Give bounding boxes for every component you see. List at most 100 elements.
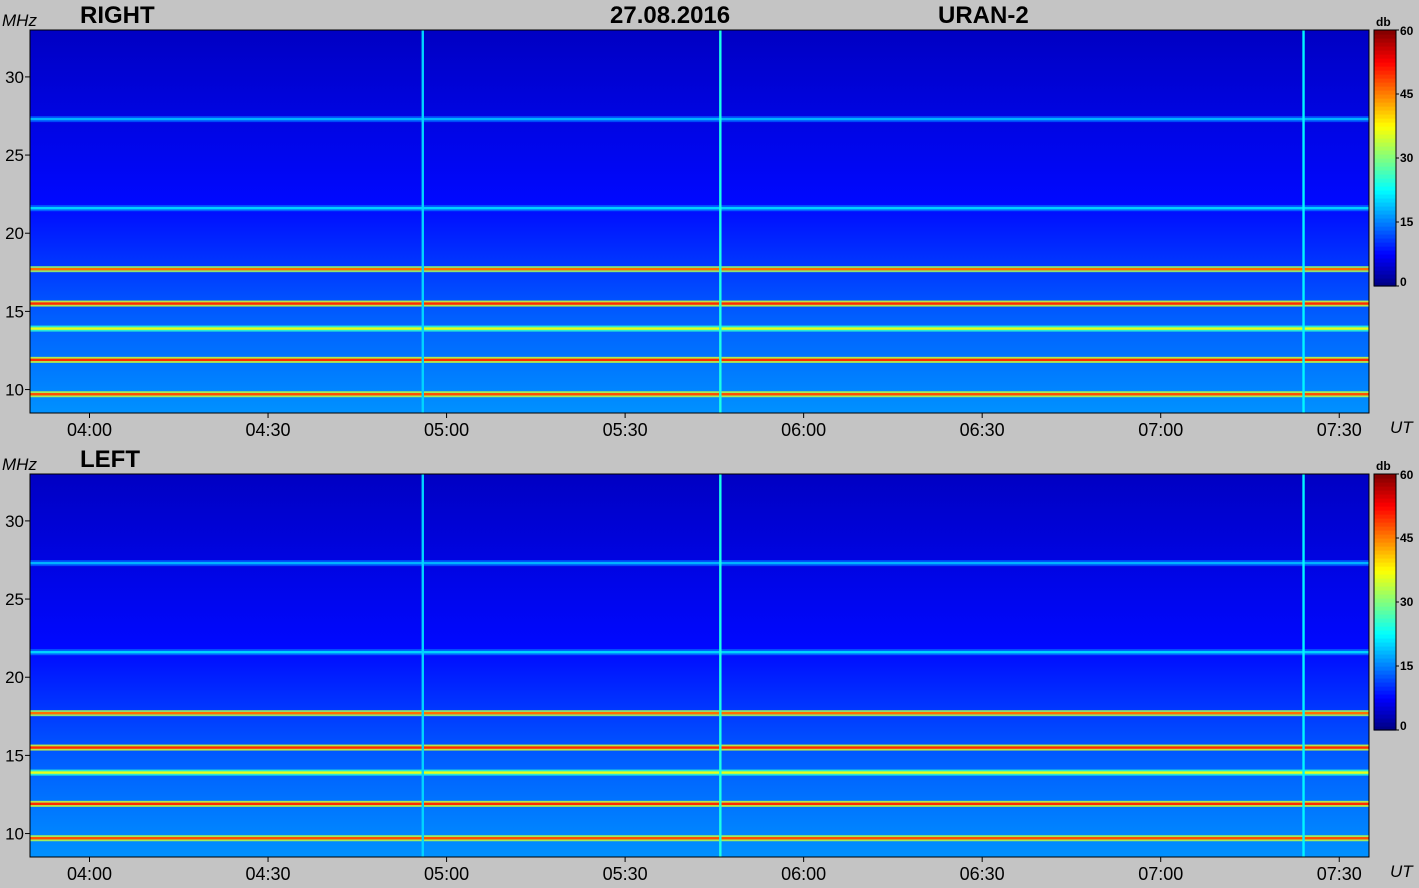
right-colorbar-segment xyxy=(1374,134,1396,139)
left-colorbar-label: db xyxy=(1376,459,1391,473)
right-xlabel: UT xyxy=(1390,418,1413,437)
right-cbtick-label: 30 xyxy=(1400,151,1414,165)
right-colorbar-segment xyxy=(1374,50,1396,55)
right-colorbar-segment xyxy=(1374,118,1396,123)
left-colorbar-segment xyxy=(1374,514,1396,519)
left-xtick-label: 07:00 xyxy=(1138,864,1183,884)
right-colorbar-segment xyxy=(1374,282,1396,287)
right-band xyxy=(30,393,1369,396)
left-colorbar-segment xyxy=(1374,478,1396,483)
right-colorbar-segment xyxy=(1374,214,1396,219)
right-colorbar-segment xyxy=(1374,242,1396,247)
left-spectrum-background xyxy=(30,474,1369,857)
right-ytick-label: 30 xyxy=(5,68,24,87)
right-colorbar-segment xyxy=(1374,198,1396,203)
right-colorbar-segment xyxy=(1374,162,1396,167)
right-xtick-label: 06:30 xyxy=(960,420,1005,440)
left-colorbar-segment xyxy=(1374,674,1396,679)
left-cbtick-label: 15 xyxy=(1400,659,1414,673)
right-xtick-label: 04:00 xyxy=(67,420,112,440)
right-cbtick-label: 45 xyxy=(1400,87,1414,101)
left-colorbar-segment xyxy=(1374,630,1396,635)
left-burst xyxy=(421,474,424,857)
right-colorbar-segment xyxy=(1374,206,1396,211)
right-ytick-label: 10 xyxy=(5,381,24,400)
left-colorbar-segment xyxy=(1374,642,1396,647)
right-colorbar-segment xyxy=(1374,230,1396,235)
left-colorbar-segment xyxy=(1374,506,1396,511)
right-band xyxy=(30,358,1369,362)
left-xtick-label: 04:30 xyxy=(246,864,291,884)
left-colorbar-segment xyxy=(1374,638,1396,643)
left-colorbar-segment xyxy=(1374,654,1396,659)
right-colorbar-segment xyxy=(1374,110,1396,115)
left-colorbar-segment xyxy=(1374,690,1396,695)
right-colorbar-segment xyxy=(1374,130,1396,135)
left-colorbar-segment xyxy=(1374,578,1396,583)
right-xtick-label: 05:00 xyxy=(424,420,469,440)
right-colorbar-segment xyxy=(1374,86,1396,91)
left-colorbar-segment xyxy=(1374,718,1396,723)
right-colorbar-segment xyxy=(1374,34,1396,39)
left-colorbar-segment xyxy=(1374,526,1396,531)
left-colorbar-segment xyxy=(1374,586,1396,591)
left-colorbar-segment xyxy=(1374,494,1396,499)
right-colorbar-segment xyxy=(1374,74,1396,79)
right-colorbar-segment xyxy=(1374,126,1396,131)
right-colorbar-segment xyxy=(1374,54,1396,59)
left-colorbar-segment xyxy=(1374,622,1396,627)
left-colorbar-segment xyxy=(1374,490,1396,495)
right-cbtick-label: 60 xyxy=(1400,24,1414,38)
right-colorbar-segment xyxy=(1374,70,1396,75)
right-band xyxy=(30,207,1369,210)
left-colorbar-segment xyxy=(1374,582,1396,587)
left-chart-svg: 10 15 20 25 30 04:00 04:30 05:00 05:30 06:00 06:30… xyxy=(5,468,1414,884)
right-colorbar-segment xyxy=(1374,150,1396,155)
left-colorbar-segment xyxy=(1374,682,1396,687)
left-colorbar-segment xyxy=(1374,670,1396,675)
right-xtick-label: 06:00 xyxy=(781,420,826,440)
left-ytick-label: 20 xyxy=(5,668,24,687)
left-colorbar-segment xyxy=(1374,694,1396,699)
right-colorbar-label: db xyxy=(1376,15,1391,29)
right-colorbar-segment xyxy=(1374,94,1396,99)
right-colorbar-segment xyxy=(1374,146,1396,151)
left-xtick-label: 04:00 xyxy=(67,864,112,884)
right-colorbar-segment xyxy=(1374,246,1396,251)
left-colorbar-segment xyxy=(1374,474,1396,479)
right-colorbar-segment xyxy=(1374,98,1396,103)
left-colorbar-segment xyxy=(1374,726,1396,731)
right-colorbar-segment xyxy=(1374,178,1396,183)
left-burst xyxy=(719,474,722,857)
left-colorbar-segment xyxy=(1374,610,1396,615)
left-xtick-label: 07:30 xyxy=(1317,864,1362,884)
left-colorbar-segment xyxy=(1374,662,1396,667)
right-cbtick-label: 15 xyxy=(1400,215,1414,229)
right-colorbar-segment xyxy=(1374,226,1396,231)
right-colorbar-segment xyxy=(1374,78,1396,83)
left-colorbar-segment xyxy=(1374,550,1396,555)
left-cbtick-label: 45 xyxy=(1400,531,1414,545)
left-colorbar-segment xyxy=(1374,546,1396,551)
right-colorbar-segment xyxy=(1374,114,1396,119)
left-colorbar-segment xyxy=(1374,602,1396,607)
left-colorbar-segment xyxy=(1374,626,1396,631)
left-plot-frame xyxy=(29,473,1370,858)
left-colorbar-segment xyxy=(1374,606,1396,611)
left-cbtick-label: 0 xyxy=(1400,719,1407,733)
left-band xyxy=(30,746,1369,749)
right-colorbar-segment xyxy=(1374,274,1396,279)
left-colorbar-segment xyxy=(1374,498,1396,503)
left-colorbar-segment xyxy=(1374,686,1396,691)
left-ytick-label: 10 xyxy=(5,825,24,844)
left-band xyxy=(30,711,1369,715)
right-colorbar-segment xyxy=(1374,202,1396,207)
left-xtick-label: 06:30 xyxy=(960,864,1005,884)
right-colorbar-segment xyxy=(1374,258,1396,263)
left-cbtick-label: 30 xyxy=(1400,595,1414,609)
right-colorbar-segment xyxy=(1374,186,1396,191)
left-colorbar-segment xyxy=(1374,590,1396,595)
left-colorbar-segment xyxy=(1374,614,1396,619)
left-ylabel: MHz xyxy=(2,455,37,474)
right-colorbar-segment xyxy=(1374,234,1396,239)
